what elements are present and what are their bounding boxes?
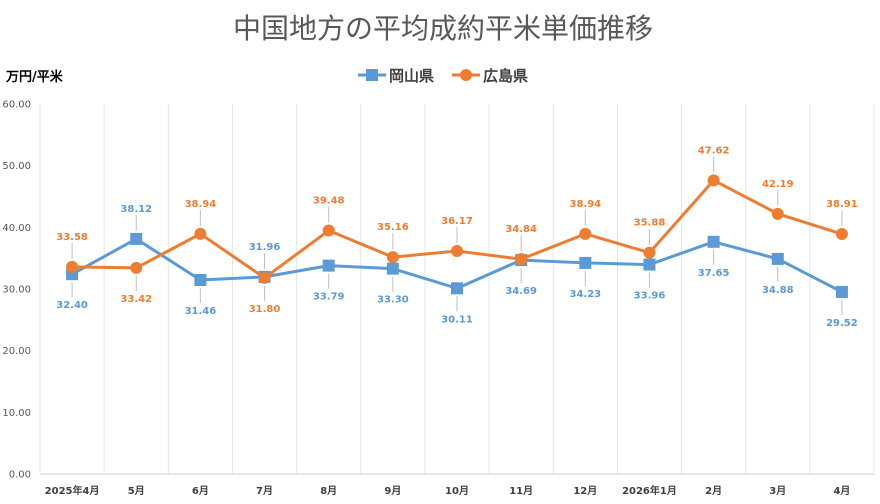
x-tick-label: 2月 [705,485,722,497]
x-tick-label: 12月 [573,485,597,497]
data-label: 38.94 [569,199,601,210]
data-label: 38.91 [826,199,858,210]
legend-marker [366,69,378,81]
y-axis-label: 万円/平米 [5,69,64,85]
x-tick-label: 2026年1月 [622,484,677,497]
data-label: 37.65 [698,268,730,279]
x-tick-label: 8月 [320,485,337,497]
data-label: 31.80 [249,304,281,315]
data-point [835,285,848,298]
chart-title: 中国地方の平均成約平米単価推移 [233,12,653,45]
data-point [771,207,784,220]
x-tick-label: 7月 [256,485,273,497]
y-tick-label: 10.00 [2,408,31,419]
data-label: 33.96 [634,291,666,302]
y-tick-label: 20.00 [2,346,31,357]
data-point [579,256,592,269]
data-label: 34.88 [762,285,794,296]
x-tick-label: 4月 [833,485,850,497]
data-label: 32.40 [56,300,88,311]
data-label: 36.17 [441,216,473,227]
data-label: 38.12 [120,204,152,215]
y-tick-label: 50.00 [2,161,31,172]
data-point [515,253,528,266]
data-label: 35.16 [377,222,409,233]
data-label: 42.19 [762,179,794,190]
y-tick-label: 30.00 [2,285,31,296]
data-point [386,251,399,264]
data-point [579,227,592,240]
data-point [643,258,656,271]
x-tick-label: 9月 [384,485,401,497]
y-tick-label: 60.00 [2,100,31,111]
data-label: 31.46 [185,306,217,317]
data-label: 33.30 [377,295,409,306]
grid [39,104,875,475]
data-point [130,261,143,274]
data-label: 34.69 [505,286,537,297]
data-point [643,246,656,259]
data-label: 31.96 [249,242,281,253]
x-tick-label: 5月 [128,485,145,497]
data-label: 33.79 [313,292,345,303]
data-point [451,244,463,257]
data-label: 33.42 [120,294,152,305]
data-label: 33.58 [56,232,88,243]
data-labels-layer: 32.40 38.12 31.46 31.96 33.79 33.30 30.11 34.69… [56,145,858,329]
legend-entry: 広島県 [483,67,528,85]
y-tick-label: 40.00 [2,223,31,234]
data-point [451,282,463,295]
data-point [258,271,271,284]
legend: 岡山県 広島県 [358,67,528,85]
data-point [386,262,399,275]
y-tick-label: 0.00 [9,470,31,481]
x-tick-label: 6月 [192,485,209,497]
data-point [707,235,720,248]
data-point [835,228,848,241]
data-point [771,252,784,265]
data-point [194,273,207,286]
data-point [66,260,79,273]
x-axis-ticks: 2025年4月 5月 6月 7月 8月 9月 10月 11月 12月 2026年1月 2月 3月 4月 [45,484,851,497]
data-point [322,224,335,237]
data-label: 34.84 [505,224,537,235]
data-point [194,227,207,240]
data-label: 34.23 [569,289,601,300]
data-label: 38.94 [185,199,217,210]
data-label: 29.52 [826,318,858,329]
data-label: 35.88 [634,218,666,229]
data-label: 47.62 [698,145,730,156]
data-label: 30.11 [441,314,473,325]
y-axis-ticks: 0.00 10.00 20.00 30.00 40.00 50.00 60.00 [2,100,31,481]
legend-entry: 岡山県 [389,67,434,85]
x-tick-label: 3月 [769,485,786,497]
x-tick-label: 11月 [509,485,533,497]
data-point [322,259,335,272]
x-tick-label: 10月 [445,485,469,497]
data-label: 39.48 [313,196,345,207]
data-point [130,232,143,245]
legend-marker [460,69,472,81]
data-point [707,174,720,187]
x-tick-label: 2025年4月 [45,484,100,497]
series-layer [66,174,848,298]
